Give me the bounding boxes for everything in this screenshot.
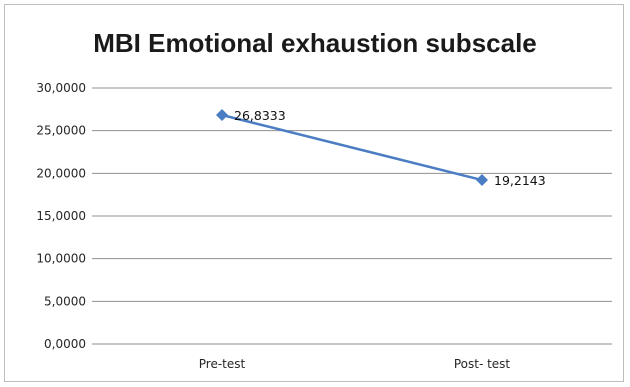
y-axis-tick-labels: 0,0000 5,0000 10,0000 15,0000 20,0000 25,0000…	[36, 81, 86, 351]
data-point-marker	[476, 174, 488, 187]
gridlines	[92, 87, 612, 345]
x-tick-label: Post- test	[454, 357, 511, 371]
y-tick-label: 15,0000	[36, 209, 86, 223]
y-tick-label: 5,0000	[44, 294, 86, 308]
data-label: 26,8333	[234, 108, 286, 123]
data-point-marker	[216, 109, 228, 122]
y-tick-label: 0,0000	[44, 337, 86, 351]
series-layer	[216, 109, 488, 187]
chart-title: MBI Emotional exhaustion subscale	[93, 28, 537, 58]
y-tick-label: 10,0000	[36, 252, 86, 266]
data-label: 19,2143	[494, 173, 546, 188]
chart-frame	[4, 4, 624, 382]
y-tick-label: 30,0000	[36, 81, 86, 95]
x-axis-tick-labels: Pre-test Post- test	[199, 357, 511, 371]
x-tick-label: Pre-test	[199, 357, 246, 371]
series-line	[221, 113, 483, 182]
y-tick-label: 20,0000	[36, 166, 86, 180]
y-tick-label: 25,0000	[36, 124, 86, 138]
data-labels: 26,8333 19,2143	[234, 108, 546, 188]
